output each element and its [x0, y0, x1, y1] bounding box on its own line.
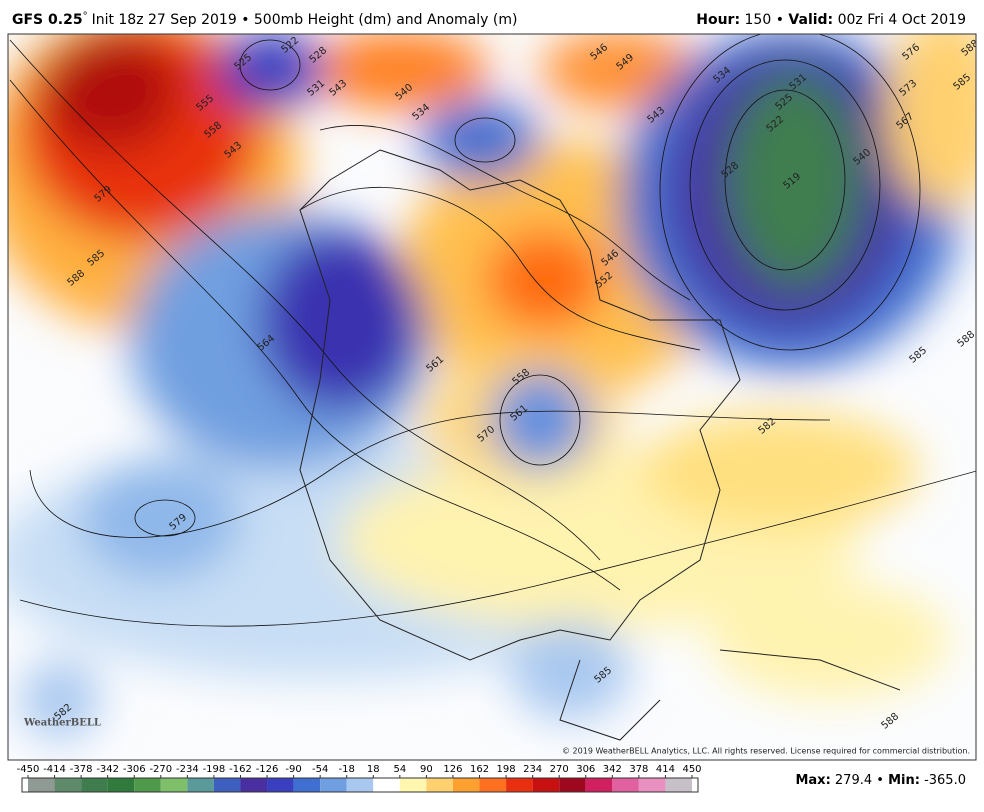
colorbar-tick-label: 162 — [470, 764, 489, 775]
colorbar-swatch — [54, 778, 82, 792]
colorbar-tick-label: -270 — [149, 764, 172, 775]
map-frame — [7, 33, 977, 761]
colorbar-tick-label: -90 — [285, 764, 301, 775]
copyright: © 2019 WeatherBELL Analytics, LLC. All r… — [562, 747, 970, 756]
colorbar-frame — [21, 777, 699, 793]
colorbar-tick-label: -18 — [339, 764, 355, 775]
colorbar-tick-label: 126 — [443, 764, 462, 775]
colorbar-swatch — [160, 778, 188, 792]
height-contours — [9, 34, 976, 627]
colorbar-tick-label: -198 — [203, 764, 226, 775]
stats: Max: 279.4 • Min: -365.0 — [795, 773, 966, 788]
colorbar-swatch — [28, 778, 55, 792]
colorbar-tick-label: 90 — [420, 764, 433, 775]
colorbar-tick-label: 342 — [603, 764, 622, 775]
colorbar-tick-label: -342 — [96, 764, 119, 775]
colorbar-tick-label: -450 — [17, 764, 40, 775]
colorbar-swatch — [240, 778, 268, 792]
colorbar-tick-label: 270 — [550, 764, 569, 775]
colorbar-tick-label: 378 — [629, 764, 648, 775]
colorbar-tick-label: -54 — [312, 764, 328, 775]
colorbar-swatch — [107, 778, 135, 792]
colorbar-swatch — [373, 778, 400, 792]
colorbar-swatch — [559, 778, 586, 792]
colorbar-swatch — [81, 778, 108, 792]
colorbar-swatch — [479, 778, 507, 792]
header-left: GFS 0.25° Init 18z 27 Sep 2019 • 500mb He… — [12, 11, 517, 28]
colorbar-tick-label: -126 — [256, 764, 279, 775]
colorbar-tick-label: 198 — [497, 764, 516, 775]
colorbar-swatch — [346, 778, 374, 792]
colorbar-swatch — [506, 778, 533, 792]
colorbar-swatch — [134, 778, 161, 792]
colorbar-tick-label: 414 — [656, 764, 675, 775]
colorbar-tick-label: -414 — [43, 764, 66, 775]
colorbar-swatch — [665, 778, 692, 792]
colorbar-swatch — [293, 778, 321, 792]
colorbar-swatch — [187, 778, 214, 792]
logo: WeatherBELL — [23, 718, 101, 729]
colorbar-swatch — [612, 778, 639, 792]
colorbar-tick-label: 450 — [682, 764, 701, 775]
coastlines — [299, 149, 901, 741]
colorbar-tick-label: 234 — [523, 764, 542, 775]
colorbar-tick-label: -162 — [229, 764, 252, 775]
colorbar-swatch — [532, 778, 560, 792]
colorbar-tick-label: -378 — [70, 764, 93, 775]
header-right: Hour: 150 • Valid: 00z Fri 4 Oct 2019 — [696, 12, 966, 28]
colorbar-tick-label: -234 — [176, 764, 199, 775]
colorbar-swatch — [452, 778, 480, 792]
colorbar-swatch — [585, 778, 613, 792]
colorbar-swatch — [213, 778, 241, 792]
colorbar-tick-label: 306 — [576, 764, 595, 775]
colorbar-swatch — [399, 778, 427, 792]
colorbar-swatch — [426, 778, 453, 792]
colorbar-swatch — [638, 778, 666, 792]
colorbar-tick-label: 18 — [367, 764, 380, 775]
colorbar-tick-label: -306 — [123, 764, 146, 775]
colorbar: -450 -414 -378 -342 -306 -270 -234 -198 -162 -126… — [17, 764, 702, 793]
colorbar-swatch — [320, 778, 347, 792]
colorbar-tick-label: 54 — [393, 764, 406, 775]
colorbar-swatch — [267, 778, 294, 792]
